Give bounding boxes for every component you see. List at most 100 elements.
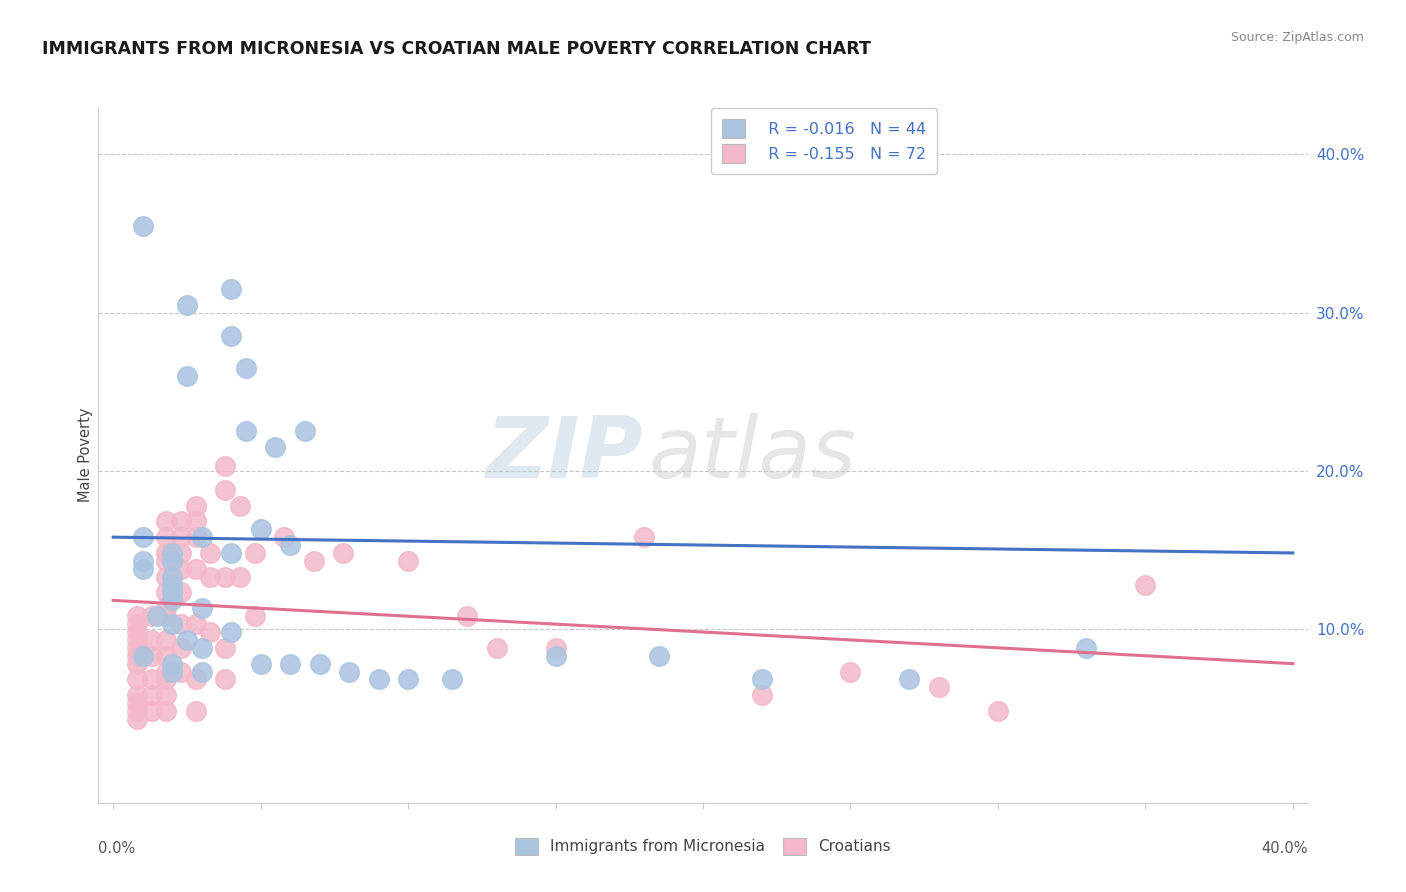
Point	[125, 609, 148, 624]
Y-axis label: Male Poverty: Male Poverty	[77, 408, 93, 502]
Point	[337, 665, 360, 679]
Point	[176, 368, 198, 383]
Point	[544, 640, 567, 655]
Point	[243, 546, 266, 560]
Point	[160, 657, 183, 671]
Point	[294, 424, 316, 438]
Point	[125, 712, 148, 726]
Point	[190, 530, 212, 544]
Point	[367, 673, 389, 687]
Point	[146, 609, 169, 624]
Point	[190, 640, 212, 655]
Text: IMMIGRANTS FROM MICRONESIA VS CROATIAN MALE POVERTY CORRELATION CHART: IMMIGRANTS FROM MICRONESIA VS CROATIAN M…	[42, 40, 872, 58]
Point	[131, 562, 153, 576]
Text: atlas: atlas	[648, 413, 856, 497]
Point	[125, 673, 148, 687]
Point	[160, 665, 183, 679]
Point	[987, 704, 1010, 718]
Point	[125, 688, 148, 702]
Point	[131, 530, 153, 544]
Point	[155, 569, 177, 583]
Point	[751, 673, 773, 687]
Point	[184, 562, 207, 576]
Point	[160, 585, 183, 599]
Point	[184, 704, 207, 718]
Point	[219, 329, 242, 343]
Point	[200, 625, 222, 640]
Point	[243, 609, 266, 624]
Point	[170, 640, 193, 655]
Point	[160, 554, 183, 568]
Point	[235, 424, 257, 438]
Point	[155, 514, 177, 528]
Point	[219, 282, 242, 296]
Point	[200, 569, 222, 583]
Point	[456, 609, 478, 624]
Point	[155, 530, 177, 544]
Point	[308, 657, 330, 671]
Point	[155, 665, 177, 679]
Point	[229, 499, 252, 513]
Point	[214, 569, 236, 583]
Point	[751, 688, 773, 702]
Point	[184, 617, 207, 632]
Point	[229, 569, 252, 583]
Point	[278, 538, 301, 552]
Point	[155, 609, 177, 624]
Point	[160, 617, 183, 632]
Point	[125, 632, 148, 647]
Point	[214, 673, 236, 687]
Point	[264, 440, 287, 454]
Point	[235, 360, 257, 375]
Point	[141, 688, 163, 702]
Point	[125, 696, 148, 710]
Point	[170, 562, 193, 576]
Point	[648, 648, 671, 663]
Point	[125, 640, 148, 655]
Point	[839, 665, 862, 679]
Point	[219, 546, 242, 560]
Point	[160, 593, 183, 607]
Point	[396, 673, 419, 687]
Point	[176, 632, 198, 647]
Point	[184, 530, 207, 544]
Point	[125, 648, 148, 663]
Point	[332, 546, 354, 560]
Point	[214, 458, 236, 473]
Point	[141, 609, 163, 624]
Point	[1076, 640, 1098, 655]
Point	[441, 673, 464, 687]
Point	[141, 632, 163, 647]
Legend: Immigrants from Micronesia, Croatians: Immigrants from Micronesia, Croatians	[509, 831, 897, 862]
Point	[125, 625, 148, 640]
Point	[170, 546, 193, 560]
Point	[214, 640, 236, 655]
Point	[249, 657, 271, 671]
Point	[190, 665, 212, 679]
Point	[131, 648, 153, 663]
Point	[214, 483, 236, 497]
Point	[125, 657, 148, 671]
Point	[141, 704, 163, 718]
Point	[170, 665, 193, 679]
Point	[190, 601, 212, 615]
Point	[141, 673, 163, 687]
Point	[485, 640, 508, 655]
Point	[160, 569, 183, 583]
Point	[200, 546, 222, 560]
Point	[249, 522, 271, 536]
Point	[141, 648, 163, 663]
Point	[898, 673, 921, 687]
Point	[170, 530, 193, 544]
Point	[170, 585, 193, 599]
Point	[633, 530, 655, 544]
Point	[155, 632, 177, 647]
Point	[278, 657, 301, 671]
Text: 0.0%: 0.0%	[98, 841, 135, 856]
Point	[131, 554, 153, 568]
Point	[160, 546, 183, 560]
Point	[155, 585, 177, 599]
Point	[184, 673, 207, 687]
Text: 40.0%: 40.0%	[1261, 841, 1308, 856]
Text: ZIP: ZIP	[485, 413, 643, 497]
